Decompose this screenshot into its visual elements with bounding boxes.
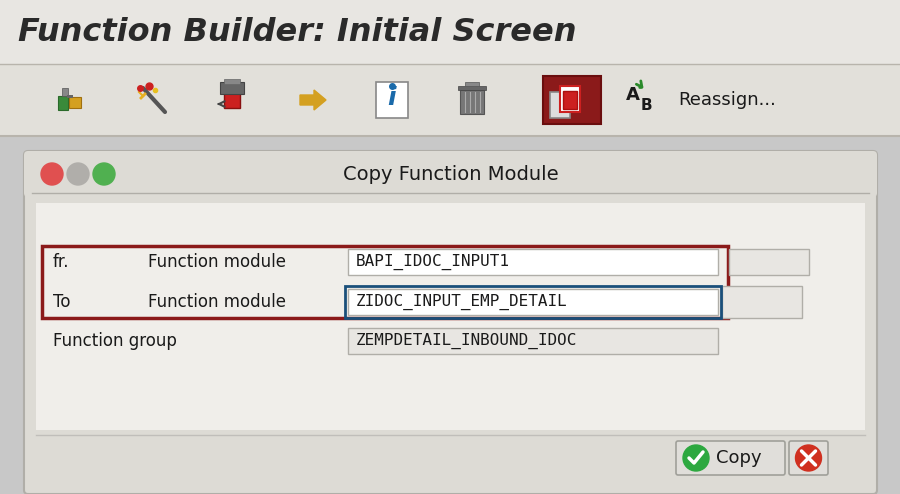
Bar [67, 95, 73, 98]
FancyBboxPatch shape [789, 441, 828, 475]
Text: Function module: Function module [148, 253, 286, 271]
Bar [376, 82, 408, 118]
Text: BAPI_IDOC_INPUT1: BAPI_IDOC_INPUT1 [356, 254, 510, 270]
Text: i: i [388, 86, 396, 110]
Text: Function group: Function group [53, 332, 177, 350]
Text: Copy Function Module: Copy Function Module [343, 165, 558, 183]
Circle shape [796, 445, 822, 471]
Bar [36, 203, 865, 430]
Bar [28, 155, 873, 193]
Text: Reassign...: Reassign... [678, 91, 776, 109]
Bar [722, 286, 802, 318]
FancyBboxPatch shape [24, 151, 877, 494]
Text: A: A [626, 86, 640, 104]
Bar [465, 82, 479, 86]
Bar [560, 86, 580, 112]
Bar [224, 79, 240, 84]
Bar [348, 249, 718, 275]
Text: Function module: Function module [148, 293, 286, 311]
Circle shape [41, 163, 63, 185]
Bar [345, 286, 721, 318]
Bar [458, 86, 486, 90]
Text: To: To [53, 293, 70, 311]
FancyBboxPatch shape [24, 151, 877, 197]
Bar [42, 246, 728, 318]
Bar [224, 92, 240, 108]
Polygon shape [300, 90, 326, 110]
Bar [543, 76, 601, 124]
Circle shape [683, 445, 709, 471]
Bar [348, 328, 718, 354]
Bar [550, 92, 570, 118]
Bar [0, 64, 900, 136]
Bar [0, 0, 900, 64]
Bar [729, 249, 809, 275]
Bar [348, 289, 718, 315]
Bar [62, 88, 68, 96]
Bar [32, 159, 877, 494]
Text: ZIDOC_INPUT_EMP_DETAIL: ZIDOC_INPUT_EMP_DETAIL [356, 294, 568, 310]
Bar [460, 90, 484, 114]
Text: Function Builder: Initial Screen: Function Builder: Initial Screen [18, 16, 577, 47]
Text: B: B [640, 97, 652, 113]
Text: fr.: fr. [53, 253, 69, 271]
FancyBboxPatch shape [676, 441, 785, 475]
Bar [220, 82, 244, 94]
Bar [58, 96, 68, 110]
Text: ZEMPDETAIL_INBOUND_IDOC: ZEMPDETAIL_INBOUND_IDOC [356, 333, 578, 349]
Bar [69, 97, 81, 108]
Circle shape [93, 163, 115, 185]
Text: Copy: Copy [716, 449, 761, 467]
Circle shape [67, 163, 89, 185]
Bar [563, 91, 577, 109]
